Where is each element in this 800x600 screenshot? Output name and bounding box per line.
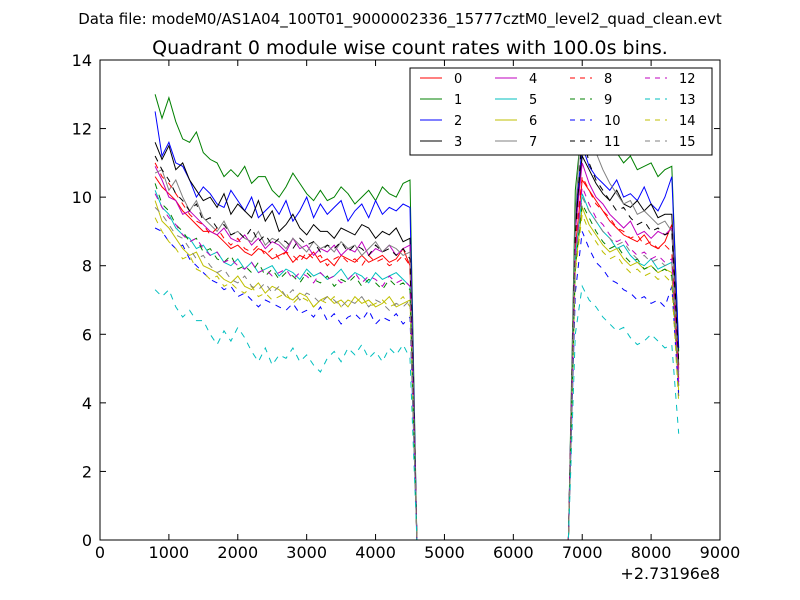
x-offset-label: +2.73196e8 <box>620 564 720 583</box>
x-tick-label: 3000 <box>286 543 327 562</box>
legend-box <box>409 67 713 156</box>
series-line-6 <box>154 200 680 540</box>
legend-label-7: 7 <box>529 135 537 150</box>
x-tick-label: 6000 <box>493 543 534 562</box>
y-tick-label: 8 <box>82 257 92 276</box>
x-axis: 0 1000 2000 3000 4000 5000 6000 7000 8000 9000 <box>95 60 740 562</box>
series-line-10 <box>154 227 680 540</box>
x-tick-label: 1000 <box>149 543 190 562</box>
series-line-8 <box>154 162 680 540</box>
plot-frame <box>99 59 721 541</box>
legend-label-3: 3 <box>454 135 462 150</box>
legend-label-12: 12 <box>679 72 696 87</box>
series-line-3 <box>154 142 680 540</box>
legend-label-10: 10 <box>604 114 621 129</box>
y-tick-label: 4 <box>82 394 92 413</box>
series-line-4 <box>154 162 680 540</box>
series-line-11 <box>154 131 680 540</box>
chart-suptitle: Data file: modeM0/AS1A04_100T01_90000023… <box>78 10 722 29</box>
x-tick-label: 8000 <box>631 543 672 562</box>
x-tick-label: 2000 <box>217 543 258 562</box>
legend-label-4: 4 <box>529 72 537 87</box>
series-line-14 <box>154 214 680 540</box>
legend-label-13: 13 <box>679 93 696 108</box>
x-tick-label: 5000 <box>424 543 465 562</box>
series-line-0 <box>154 176 680 540</box>
legend-label-15: 15 <box>679 135 696 150</box>
y-tick-label: 14 <box>72 51 92 70</box>
legend-label-11: 11 <box>604 135 621 150</box>
series-line-5 <box>154 190 680 540</box>
y-tick-label: 0 <box>82 531 92 550</box>
series-line-2 <box>154 111 680 540</box>
legend-label-6: 6 <box>529 114 537 129</box>
legend-label-2: 2 <box>454 114 462 129</box>
y-tick-label: 2 <box>82 462 92 481</box>
y-tick-label: 12 <box>72 120 92 139</box>
legend-label-8: 8 <box>604 72 612 87</box>
legend-label-9: 9 <box>604 93 612 108</box>
series-line-13 <box>154 284 680 540</box>
x-tick-label: 7000 <box>562 543 603 562</box>
legend-label-5: 5 <box>529 93 537 108</box>
x-tick-label: 4000 <box>355 543 396 562</box>
chart-title: Quadrant 0 module wise count rates with … <box>152 37 668 59</box>
series-layer <box>154 94 680 540</box>
legend-label-1: 1 <box>454 93 462 108</box>
legend-label-0: 0 <box>454 72 462 87</box>
series-line-9 <box>154 183 680 540</box>
y-tick-label: 10 <box>72 188 92 207</box>
legend-label-14: 14 <box>679 114 696 129</box>
x-tick-label: 0 <box>95 543 105 562</box>
x-tick-label: 9000 <box>700 543 741 562</box>
y-tick-label: 6 <box>82 325 92 344</box>
